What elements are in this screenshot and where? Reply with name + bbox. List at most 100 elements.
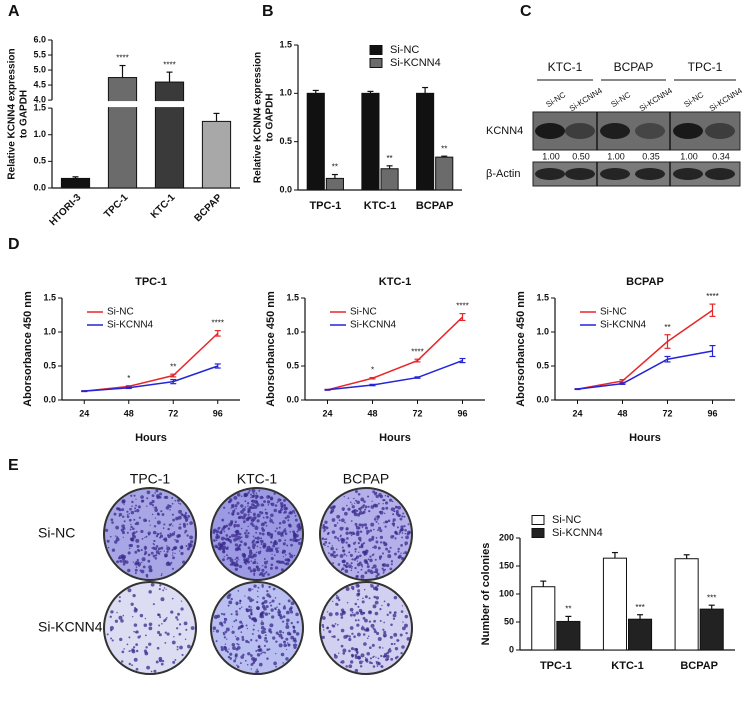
colony: [374, 516, 376, 518]
colony: [219, 543, 223, 548]
bar: [60, 177, 91, 189]
colony: [270, 541, 273, 544]
colony: [240, 631, 243, 634]
colony: [264, 508, 267, 511]
colony: [324, 541, 328, 544]
colony: [350, 520, 353, 522]
colony: [184, 638, 187, 640]
colony: [267, 533, 269, 536]
y-tick-label: 1.0: [279, 88, 292, 98]
colony: [238, 559, 240, 561]
colony: [217, 546, 222, 551]
plate-rim: [210, 581, 304, 675]
colony: [139, 569, 142, 572]
colony: [174, 659, 177, 661]
bar: [435, 156, 454, 191]
colony: [250, 663, 254, 667]
colony: [234, 635, 237, 638]
colony: [289, 511, 293, 515]
y-tick-label: 4.5: [33, 79, 46, 89]
colony: [258, 662, 263, 667]
colony: [376, 572, 380, 576]
colony: [297, 536, 299, 538]
colony: [287, 519, 290, 522]
colony: [265, 524, 268, 527]
colony: [350, 562, 353, 565]
x-tick-label: 96: [457, 408, 467, 418]
colony: [268, 628, 272, 632]
colony: [394, 530, 398, 535]
colony: [360, 563, 363, 567]
colony: [250, 612, 253, 616]
colony: [293, 535, 297, 539]
colony: [234, 520, 237, 524]
colony: [373, 545, 377, 549]
colony: [161, 513, 165, 516]
colony: [358, 551, 360, 553]
colony: [374, 558, 377, 561]
colony: [393, 595, 398, 600]
colony: [148, 590, 152, 594]
x-tick-label: 48: [367, 408, 377, 418]
colony: [254, 558, 256, 561]
colony: [352, 613, 356, 617]
colony: [240, 495, 243, 498]
colony: [335, 548, 338, 551]
colony: [232, 509, 236, 513]
colony: [162, 589, 165, 592]
colony: [267, 503, 270, 506]
colony: [400, 651, 403, 655]
colony: [132, 534, 135, 537]
blot-lane-label: Si-KCNN4: [708, 86, 745, 113]
colony: [163, 619, 166, 622]
colony: [149, 501, 153, 506]
colony: [375, 571, 377, 573]
colony: [272, 544, 276, 548]
colony: [231, 513, 235, 516]
colony: [272, 636, 276, 640]
legend-label: Si-NC: [107, 307, 134, 318]
colony: [133, 630, 135, 633]
colony: [136, 558, 139, 562]
blot-ratio: 0.34: [712, 151, 730, 161]
line: [84, 365, 218, 392]
blot-group-label: BCPAP: [614, 60, 654, 74]
colony: [234, 567, 239, 571]
colony: [256, 590, 259, 592]
colony: [244, 506, 247, 508]
y-tick-label: 0.5: [33, 156, 46, 166]
colony: [237, 627, 240, 630]
colony: [260, 543, 263, 546]
colony: [285, 622, 289, 626]
colony: [261, 602, 264, 606]
colony: [227, 527, 231, 530]
colony: [118, 615, 123, 620]
colony: [178, 509, 183, 514]
y-tick-label: 4.0: [33, 94, 46, 104]
colony: [247, 546, 251, 550]
colony: [366, 563, 369, 566]
plate-row-label: Si-NC: [38, 525, 75, 541]
colony: [237, 643, 240, 646]
colony: [351, 632, 354, 635]
blot-band: [673, 123, 703, 139]
colony: [128, 513, 130, 515]
colony: [394, 537, 397, 540]
colony: [332, 562, 335, 565]
significance: *: [127, 374, 130, 383]
colony: [187, 514, 191, 518]
colony: [373, 518, 377, 521]
colony: [283, 550, 286, 553]
colony: [185, 628, 188, 631]
colony: [357, 619, 360, 622]
colony: [172, 556, 175, 560]
colony: [334, 623, 337, 625]
colony: [147, 559, 151, 563]
colony: [295, 632, 300, 636]
colony: [153, 669, 157, 673]
colony: [253, 572, 256, 575]
colony: [232, 646, 236, 650]
colony: [146, 505, 148, 507]
colony: [386, 651, 390, 655]
